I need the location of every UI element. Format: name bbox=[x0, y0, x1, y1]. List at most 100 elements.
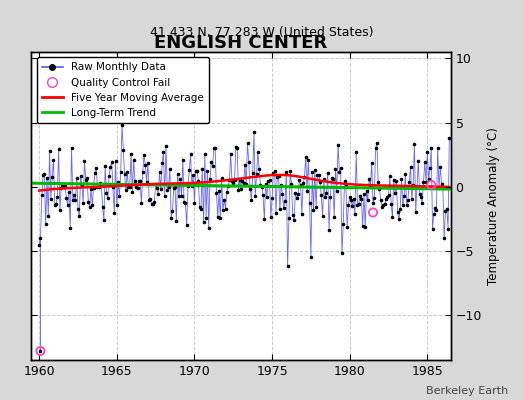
Point bbox=[49, 157, 58, 163]
Point bbox=[263, 194, 271, 200]
Point bbox=[101, 163, 110, 169]
Point bbox=[154, 190, 162, 197]
Point bbox=[146, 196, 155, 202]
Point bbox=[277, 182, 286, 188]
Point bbox=[341, 178, 349, 184]
Point bbox=[331, 166, 340, 172]
Point bbox=[387, 200, 395, 207]
Point bbox=[319, 212, 327, 219]
Point bbox=[114, 179, 122, 186]
Point bbox=[58, 182, 67, 188]
Point bbox=[431, 205, 439, 211]
Point bbox=[61, 183, 69, 189]
Point bbox=[323, 170, 332, 176]
Point bbox=[128, 189, 137, 195]
Point bbox=[41, 221, 50, 227]
Point bbox=[304, 157, 312, 163]
Point bbox=[445, 135, 454, 141]
Point bbox=[202, 215, 210, 221]
Point bbox=[264, 177, 272, 184]
Point bbox=[322, 190, 331, 196]
Point bbox=[129, 157, 138, 163]
Point bbox=[299, 180, 308, 186]
Text: Berkeley Earth: Berkeley Earth bbox=[426, 386, 508, 396]
Point bbox=[220, 197, 228, 203]
Point bbox=[291, 190, 300, 196]
Point bbox=[127, 151, 135, 157]
Point bbox=[113, 202, 121, 208]
Point bbox=[353, 202, 362, 208]
Point bbox=[53, 194, 61, 200]
Point bbox=[408, 196, 416, 202]
Point bbox=[290, 216, 298, 223]
Point bbox=[177, 193, 185, 199]
Point bbox=[380, 201, 389, 208]
Point bbox=[247, 197, 256, 203]
Point bbox=[406, 164, 414, 170]
Point bbox=[389, 176, 398, 183]
Point bbox=[261, 180, 270, 187]
Point bbox=[198, 166, 206, 172]
Point bbox=[275, 173, 283, 180]
Point bbox=[428, 226, 436, 232]
Point bbox=[192, 168, 200, 175]
Point bbox=[131, 178, 139, 184]
Point bbox=[422, 179, 430, 185]
Point bbox=[159, 149, 168, 156]
Point bbox=[115, 192, 124, 199]
Y-axis label: Temperature Anomaly (°C): Temperature Anomaly (°C) bbox=[487, 127, 500, 285]
Point bbox=[409, 182, 417, 188]
Point bbox=[430, 210, 438, 217]
Point bbox=[255, 166, 264, 172]
Point bbox=[256, 182, 265, 188]
Point bbox=[425, 165, 434, 171]
Point bbox=[54, 146, 63, 152]
Point bbox=[345, 194, 354, 200]
Point bbox=[80, 158, 89, 164]
Point bbox=[44, 213, 52, 219]
Point bbox=[297, 182, 305, 188]
Point bbox=[413, 184, 421, 190]
Point bbox=[225, 177, 234, 183]
Point bbox=[404, 197, 412, 203]
Point bbox=[196, 206, 205, 212]
Point bbox=[360, 191, 368, 198]
Point bbox=[176, 176, 184, 183]
Point bbox=[239, 180, 248, 186]
Point bbox=[85, 204, 94, 210]
Point bbox=[308, 169, 316, 175]
Point bbox=[418, 200, 427, 206]
Point bbox=[91, 170, 99, 176]
Point bbox=[187, 151, 195, 158]
Point bbox=[119, 147, 127, 154]
Point bbox=[132, 184, 140, 190]
Point bbox=[153, 184, 161, 191]
Point bbox=[377, 197, 385, 204]
Point bbox=[396, 206, 405, 212]
Point bbox=[212, 190, 221, 196]
Point bbox=[74, 206, 82, 212]
Point bbox=[99, 204, 107, 210]
Point bbox=[416, 191, 424, 197]
Point bbox=[135, 178, 143, 184]
Point bbox=[312, 204, 320, 210]
Point bbox=[378, 204, 386, 210]
Point bbox=[210, 145, 218, 152]
Point bbox=[140, 152, 148, 158]
Point bbox=[287, 181, 296, 188]
Point bbox=[92, 164, 100, 171]
Point bbox=[433, 145, 442, 151]
Point bbox=[75, 213, 83, 220]
Point bbox=[356, 192, 364, 199]
Point bbox=[300, 174, 309, 180]
Point bbox=[68, 144, 76, 151]
Point bbox=[148, 201, 156, 207]
Point bbox=[43, 175, 51, 181]
Point bbox=[168, 208, 177, 214]
Point bbox=[102, 190, 111, 196]
Point bbox=[69, 197, 77, 203]
Point bbox=[35, 241, 43, 248]
Point bbox=[382, 195, 390, 202]
Point bbox=[242, 180, 250, 187]
Point bbox=[328, 174, 336, 181]
